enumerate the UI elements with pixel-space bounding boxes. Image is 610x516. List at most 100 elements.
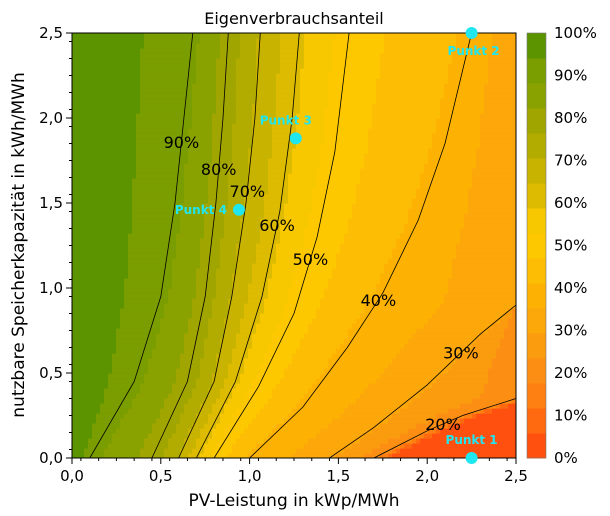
heat-cell: [300, 258, 305, 264]
heat-cell: [276, 303, 281, 309]
heat-cell: [228, 378, 233, 384]
heat-cell: [420, 293, 425, 299]
heat-cell: [100, 453, 105, 458]
heat-cell: [364, 443, 369, 449]
heat-cell: [348, 418, 353, 424]
heat-cell: [296, 378, 301, 384]
heat-cell: [96, 298, 101, 304]
heat-cell: [96, 408, 101, 414]
heat-cell: [72, 293, 77, 299]
heat-cell: [112, 313, 117, 319]
heat-cell: [512, 383, 516, 389]
heat-cell: [264, 353, 269, 359]
heat-cell: [100, 253, 105, 259]
heat-cell: [328, 303, 333, 309]
heat-cell: [496, 363, 501, 369]
heat-cell: [496, 278, 501, 284]
heat-cell: [200, 273, 205, 279]
heat-cell: [408, 263, 413, 269]
heat-cell: [316, 338, 321, 344]
heat-cell: [256, 273, 261, 279]
heat-cell: [368, 278, 373, 284]
heat-cell: [440, 308, 445, 314]
heat-cell: [360, 418, 365, 424]
heat-cell: [76, 453, 81, 458]
heat-cell: [124, 308, 129, 314]
heat-cell: [116, 328, 121, 334]
heat-cell: [456, 233, 461, 239]
heat-cell: [296, 418, 301, 424]
heat-cell: [352, 263, 357, 269]
heat-cell: [376, 363, 381, 369]
chart-title: Eigenverbrauchsanteil: [204, 9, 384, 28]
heat-cell: [276, 278, 281, 284]
heat-cell: [104, 298, 109, 304]
heat-cell: [340, 403, 345, 409]
heat-cell: [476, 423, 481, 429]
heat-cell: [284, 258, 289, 264]
heat-cell: [264, 313, 269, 319]
heat-cell: [508, 278, 513, 284]
heat-cell: [80, 368, 85, 374]
heat-cell: [196, 238, 201, 244]
heat-cell: [220, 398, 225, 404]
heat-cell: [240, 268, 245, 274]
heat-cell: [228, 363, 233, 369]
heat-cell: [460, 278, 465, 284]
heat-cell: [492, 448, 497, 454]
heat-cell: [384, 338, 389, 344]
heat-cell: [76, 343, 81, 349]
heat-cell: [436, 348, 441, 354]
heat-cell: [472, 288, 477, 294]
heat-cell: [216, 453, 221, 458]
heat-cell: [492, 283, 497, 289]
heat-cell: [380, 383, 385, 389]
heat-cell: [296, 253, 301, 259]
heat-cell: [252, 373, 257, 379]
heat-cell: [92, 333, 97, 339]
heat-cell: [380, 333, 385, 339]
heat-cell: [220, 368, 225, 374]
heat-cell: [160, 263, 165, 269]
heat-cell: [420, 248, 425, 254]
heat-cell: [312, 443, 317, 449]
heat-cell: [408, 428, 413, 434]
heat-cell: [224, 263, 229, 269]
heat-cell: [248, 378, 253, 384]
heat-cell: [132, 433, 137, 439]
heat-cell: [464, 243, 469, 249]
heat-cell: [268, 383, 273, 389]
heat-cell: [160, 373, 165, 379]
heat-cell: [328, 273, 333, 279]
heat-cell: [308, 313, 313, 319]
heat-cell: [116, 428, 121, 434]
heat-cell: [96, 388, 101, 394]
heat-cell: [344, 238, 349, 244]
heat-cell: [144, 383, 149, 389]
heat-cell: [380, 288, 385, 294]
heat-cell: [108, 398, 113, 404]
heat-cell: [336, 283, 341, 289]
heat-cell: [240, 418, 245, 424]
heat-cell: [128, 358, 133, 364]
heat-cell: [356, 363, 361, 369]
heat-cell: [184, 328, 189, 334]
heat-cell: [416, 338, 421, 344]
heat-cell: [120, 433, 125, 439]
heat-cell: [468, 233, 473, 239]
heat-cell: [412, 388, 417, 394]
heat-cell: [504, 343, 509, 349]
heat-cell: [464, 433, 469, 439]
heat-cell: [120, 308, 125, 314]
heat-cell: [292, 408, 297, 414]
heat-cell: [388, 358, 393, 364]
heat-cell: [324, 453, 329, 458]
heat-cell: [280, 408, 285, 414]
heat-cell: [408, 273, 413, 279]
heat-cell: [296, 303, 301, 309]
heat-cell: [228, 413, 233, 419]
heat-cell: [468, 258, 473, 264]
heat-cell: [460, 313, 465, 319]
heat-cell: [216, 343, 221, 349]
heat-cell: [308, 288, 313, 294]
